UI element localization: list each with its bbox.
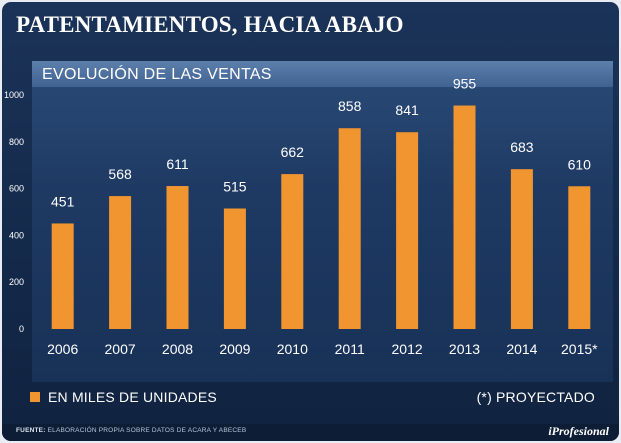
x-tick-label: 2011 bbox=[335, 341, 365, 357]
data-label: 568 bbox=[108, 166, 132, 182]
data-label: 611 bbox=[166, 156, 189, 172]
legend-label: EN MILES DE UNIDADES bbox=[48, 389, 217, 405]
data-labels: 451 568 611 515 662 858 841 955 683 610 bbox=[51, 76, 591, 210]
data-label: 451 bbox=[51, 193, 75, 209]
data-label: 610 bbox=[568, 156, 592, 172]
source-text: ELABORACIÓN PROPIA SOBRE DATOS DE ACARA … bbox=[47, 427, 247, 434]
bar-2014 bbox=[510, 169, 533, 329]
projection-note: (*) PROYECTADO bbox=[476, 389, 595, 405]
data-label: 955 bbox=[453, 76, 477, 92]
bar-2012 bbox=[396, 132, 419, 329]
chart-title: EVOLUCIÓN DE LAS VENTAS bbox=[42, 66, 272, 83]
source-label: FUENTE: bbox=[16, 427, 46, 434]
x-tick-label: 2015* bbox=[561, 341, 598, 357]
data-label: 841 bbox=[395, 102, 419, 118]
x-tick-label: 2012 bbox=[392, 341, 423, 357]
data-label: 858 bbox=[338, 98, 362, 114]
brand-logo: iProfesional bbox=[548, 424, 609, 438]
bar-2013 bbox=[453, 105, 476, 329]
x-tick-label: 2013 bbox=[449, 341, 480, 357]
bar-2006 bbox=[51, 223, 74, 329]
data-label: 515 bbox=[223, 178, 247, 194]
y-axis-ticks: 0 200 400 600 800 1000 bbox=[4, 90, 24, 334]
x-tick-label: 2010 bbox=[277, 341, 308, 357]
y-tick-label: 0 bbox=[19, 324, 24, 334]
y-tick-label: 200 bbox=[9, 277, 24, 287]
x-tick-label: 2008 bbox=[162, 341, 193, 357]
y-tick-label: 600 bbox=[9, 184, 24, 194]
chart-panel-header bbox=[32, 61, 613, 87]
bar-2011 bbox=[338, 128, 361, 329]
footer-bar bbox=[2, 424, 619, 441]
bar-2007 bbox=[109, 196, 132, 329]
x-tick-label: 2006 bbox=[47, 341, 78, 357]
data-label: 683 bbox=[510, 139, 534, 155]
bar-2008 bbox=[166, 186, 189, 329]
x-tick-label: 2007 bbox=[105, 341, 136, 357]
x-tick-label: 2009 bbox=[219, 341, 250, 357]
y-tick-label: 800 bbox=[9, 137, 24, 147]
page-title: PATENTAMIENTOS, HACIA ABAJO bbox=[16, 12, 404, 37]
bar-2015 bbox=[568, 186, 591, 329]
data-label: 662 bbox=[281, 144, 305, 160]
x-axis-labels: 2006 2007 2008 2009 2010 2011 2012 2013 2014 2015… bbox=[47, 341, 598, 357]
bars bbox=[51, 105, 591, 329]
bar-2009 bbox=[223, 208, 246, 329]
source-line: FUENTE: ELABORACIÓN PROPIA SOBRE DATOS D… bbox=[16, 427, 246, 434]
legend-swatch bbox=[30, 392, 40, 402]
bar-2010 bbox=[281, 174, 304, 329]
y-tick-label: 1000 bbox=[4, 90, 24, 100]
x-tick-label: 2014 bbox=[506, 341, 537, 357]
legend: EN MILES DE UNIDADES bbox=[30, 389, 217, 405]
y-tick-label: 400 bbox=[9, 230, 24, 240]
